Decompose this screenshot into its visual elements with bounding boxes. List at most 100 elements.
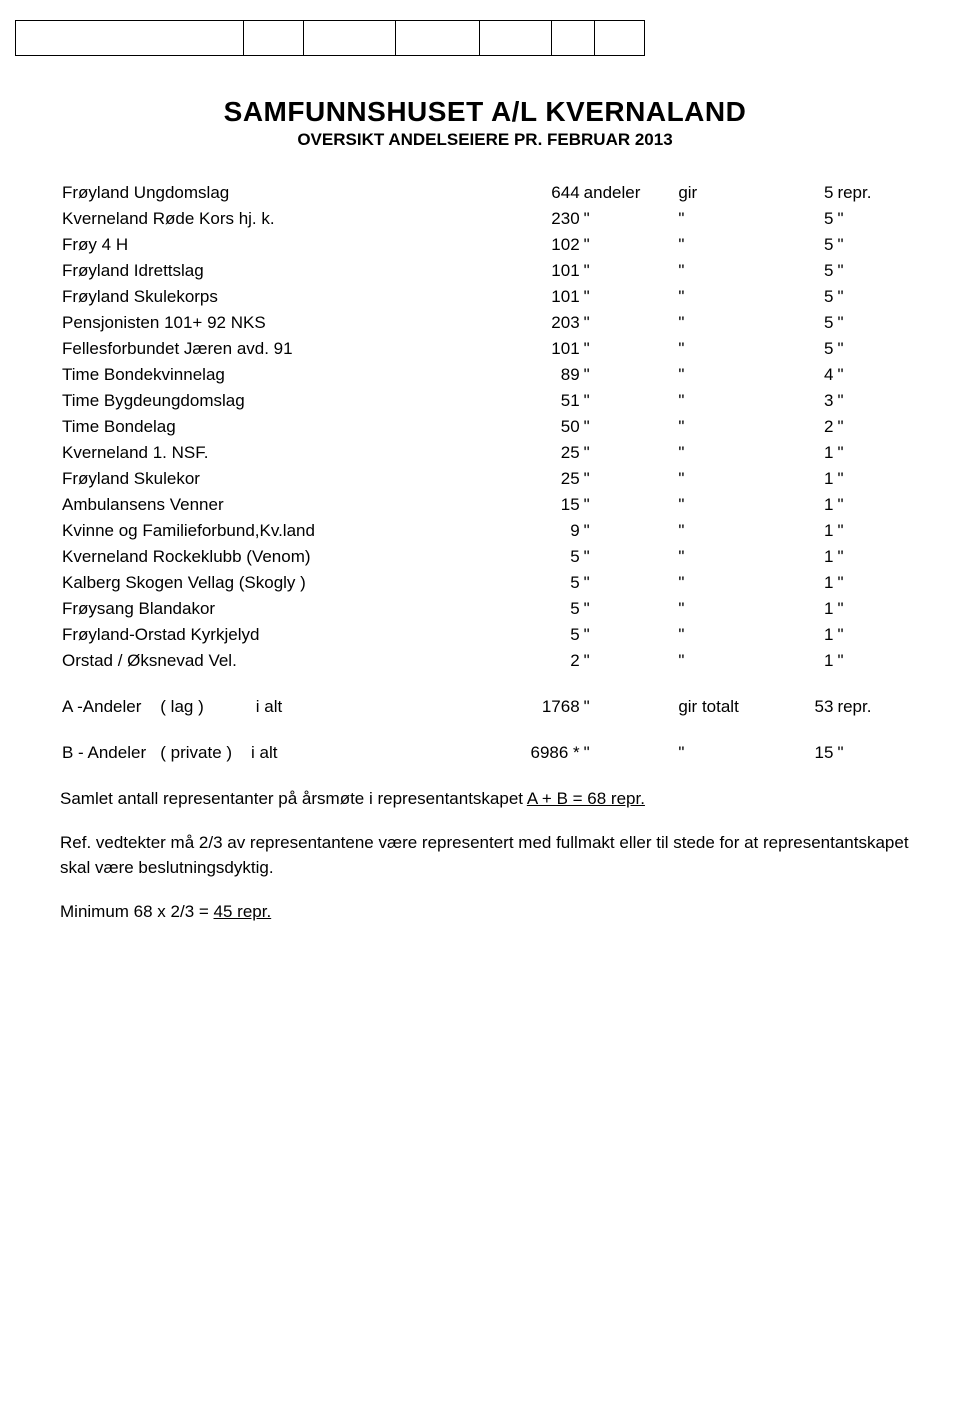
row-num: 50 bbox=[497, 414, 582, 440]
row-rep: 5 bbox=[801, 232, 835, 258]
row-unit: " bbox=[835, 648, 910, 674]
row-num: 51 bbox=[497, 388, 582, 414]
sum-a-name: A -Andeler ( lag ) i alt bbox=[60, 694, 497, 720]
row-num: 203 bbox=[497, 310, 582, 336]
row-unit: " bbox=[835, 414, 910, 440]
row-rep: 1 bbox=[801, 518, 835, 544]
row-name: Time Bondekvinnelag bbox=[60, 362, 497, 388]
row-unit: " bbox=[835, 362, 910, 388]
row-name: Orstad / Øksnevad Vel. bbox=[60, 648, 497, 674]
row-unit: " bbox=[835, 310, 910, 336]
table-row: Frøyland Skulekor25""1" bbox=[60, 466, 910, 492]
row-gir: " bbox=[676, 206, 801, 232]
row-andeler: " bbox=[582, 596, 677, 622]
row-num: 102 bbox=[497, 232, 582, 258]
row-name: Kverneland Røde Kors hj. k. bbox=[60, 206, 497, 232]
row-name: Fellesforbundet Jæren avd. 91 bbox=[60, 336, 497, 362]
row-andeler: " bbox=[582, 284, 677, 310]
row-andeler: " bbox=[582, 648, 677, 674]
row-andeler: " bbox=[582, 310, 677, 336]
table-row: Time Bondelag50""2" bbox=[60, 414, 910, 440]
table-row: Kalberg Skogen Vellag (Skogly )5""1" bbox=[60, 570, 910, 596]
row-andeler: " bbox=[582, 440, 677, 466]
row-rep: 1 bbox=[801, 570, 835, 596]
row-andeler: " bbox=[582, 362, 677, 388]
row-unit: " bbox=[835, 258, 910, 284]
table-row: Kverneland Røde Kors hj. k.230""5" bbox=[60, 206, 910, 232]
row-gir: " bbox=[676, 622, 801, 648]
row-gir: " bbox=[676, 570, 801, 596]
row-unit: " bbox=[835, 336, 910, 362]
row-unit: " bbox=[835, 284, 910, 310]
table-row: Time Bondekvinnelag89""4" bbox=[60, 362, 910, 388]
row-num: 5 bbox=[497, 622, 582, 648]
row-name: Time Bygdeungdomslag bbox=[60, 388, 497, 414]
row-gir: " bbox=[676, 648, 801, 674]
header-table-row bbox=[16, 21, 645, 56]
row-andeler: andeler bbox=[582, 180, 677, 206]
row-num: 25 bbox=[497, 440, 582, 466]
row-rep: 5 bbox=[801, 284, 835, 310]
row-unit: " bbox=[835, 440, 910, 466]
row-gir: " bbox=[676, 362, 801, 388]
row-num: 101 bbox=[497, 258, 582, 284]
row-rep: 1 bbox=[801, 596, 835, 622]
row-andeler: " bbox=[582, 492, 677, 518]
sum-b-num: 6986 * bbox=[497, 740, 582, 766]
row-andeler: " bbox=[582, 414, 677, 440]
row-andeler: " bbox=[582, 388, 677, 414]
table-row: Frøy 4 H102""5" bbox=[60, 232, 910, 258]
row-andeler: " bbox=[582, 570, 677, 596]
row-rep: 2 bbox=[801, 414, 835, 440]
row-name: Frøyland Ungdomslag bbox=[60, 180, 497, 206]
row-name: Ambulansens Venner bbox=[60, 492, 497, 518]
table-row: Frøyland Skulekorps101""5" bbox=[60, 284, 910, 310]
sum-b-gir: " bbox=[676, 740, 801, 766]
row-gir: " bbox=[676, 596, 801, 622]
row-unit: " bbox=[835, 232, 910, 258]
row-name: Time Bondelag bbox=[60, 414, 497, 440]
row-name: Frøyland Idrettslag bbox=[60, 258, 497, 284]
table-row: Fellesforbundet Jæren avd. 91101""5" bbox=[60, 336, 910, 362]
row-andeler: " bbox=[582, 206, 677, 232]
row-name: Frøyland-Orstad Kyrkjelyd bbox=[60, 622, 497, 648]
row-rep: 5 bbox=[801, 206, 835, 232]
row-unit: " bbox=[835, 622, 910, 648]
table-row: Frøyland Ungdomslag644andelergir5repr. bbox=[60, 180, 910, 206]
row-rep: 5 bbox=[801, 180, 835, 206]
sum-b-name: B - Andeler ( private ) i alt bbox=[60, 740, 497, 766]
table-row: Time Bygdeungdomslag51""3" bbox=[60, 388, 910, 414]
row-gir: " bbox=[676, 544, 801, 570]
row-gir: " bbox=[676, 466, 801, 492]
row-gir: " bbox=[676, 492, 801, 518]
row-rep: 3 bbox=[801, 388, 835, 414]
sum-a-rep: 53 bbox=[801, 694, 835, 720]
row-gir: " bbox=[676, 232, 801, 258]
sum-a-num: 1768 bbox=[497, 694, 582, 720]
row-unit: " bbox=[835, 544, 910, 570]
row-unit: " bbox=[835, 206, 910, 232]
row-num: 5 bbox=[497, 596, 582, 622]
row-rep: 1 bbox=[801, 492, 835, 518]
table-row: Kvinne og Familieforbund,Kv.land9""1" bbox=[60, 518, 910, 544]
header-empty-table bbox=[15, 20, 645, 56]
row-gir: " bbox=[676, 414, 801, 440]
table-row: Kverneland Rockeklubb (Venom)5""1" bbox=[60, 544, 910, 570]
table-row: Ambulansens Venner15""1" bbox=[60, 492, 910, 518]
main-title: SAMFUNNSHUSET A/L KVERNALAND bbox=[60, 96, 910, 128]
row-andeler: " bbox=[582, 232, 677, 258]
row-name: Frøyland Skulekorps bbox=[60, 284, 497, 310]
sum-b-unit: " bbox=[835, 740, 910, 766]
document-page: SAMFUNNSHUSET A/L KVERNALAND OVERSIKT AN… bbox=[0, 0, 960, 982]
table-row: Kverneland 1. NSF.25""1" bbox=[60, 440, 910, 466]
row-unit: " bbox=[835, 518, 910, 544]
row-rep: 5 bbox=[801, 336, 835, 362]
table-row: Pensjonisten 101+ 92 NKS203""5" bbox=[60, 310, 910, 336]
sum-b-a: " bbox=[582, 740, 677, 766]
row-rep: 5 bbox=[801, 310, 835, 336]
para-total-reps: Samlet antall representanter på årsmøte … bbox=[60, 786, 910, 812]
sum-b-rep: 15 bbox=[801, 740, 835, 766]
row-rep: 1 bbox=[801, 466, 835, 492]
row-num: 2 bbox=[497, 648, 582, 674]
row-name: Frøy 4 H bbox=[60, 232, 497, 258]
